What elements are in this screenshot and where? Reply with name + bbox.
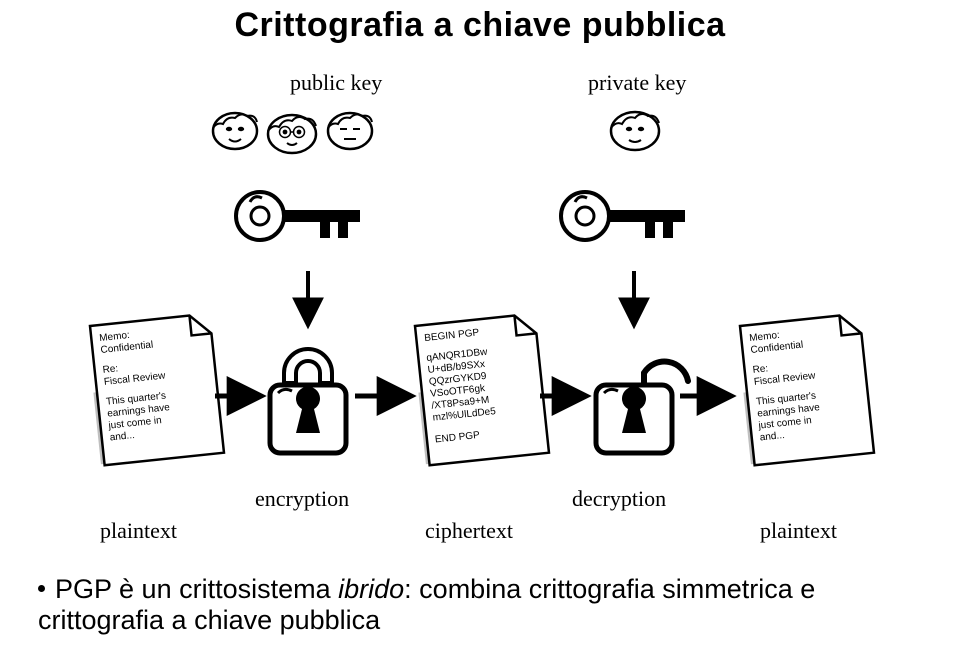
key-icon bbox=[561, 192, 685, 240]
bullet-italic: ibrido bbox=[338, 574, 404, 604]
face-icon bbox=[213, 113, 257, 149]
label-plaintext-left: plaintext bbox=[100, 518, 177, 543]
svg-text:Re:: Re: bbox=[752, 363, 769, 376]
title-text: Crittografia a chiave pubblica bbox=[234, 6, 725, 44]
bullet-text: PGP è un crittosistema ibrido: combina c… bbox=[38, 574, 918, 636]
label-public-key: public key bbox=[290, 70, 382, 95]
bullet-dot-icon bbox=[38, 585, 45, 592]
key-icon bbox=[236, 192, 360, 240]
face-icon bbox=[268, 115, 316, 153]
label-private-key: private key bbox=[588, 70, 686, 95]
crypto-diagram: public key private key bbox=[60, 56, 900, 546]
bullet-prefix: PGP è un crittosistema bbox=[55, 574, 338, 604]
padlock-open-icon bbox=[596, 362, 688, 453]
padlock-closed-icon bbox=[270, 349, 346, 453]
label-decryption: decryption bbox=[572, 486, 666, 511]
label-encryption: encryption bbox=[255, 486, 349, 511]
face-icon bbox=[611, 112, 659, 150]
label-plaintext-right: plaintext bbox=[760, 518, 837, 543]
label-ciphertext: ciphertext bbox=[425, 518, 513, 543]
document-icon: Memo: Confidential Re: Fiscal Review Thi… bbox=[90, 313, 224, 465]
svg-text:Re:: Re: bbox=[102, 363, 119, 376]
page-title: Crittografia a chiave pubblica bbox=[0, 6, 960, 45]
face-icon bbox=[328, 113, 372, 149]
document-icon: Memo: Confidential Re: Fiscal Review Thi… bbox=[740, 313, 874, 465]
document-icon: BEGIN PGP qANQR1DBw U+dB/b9SXx QQzrGYKD9… bbox=[415, 313, 549, 465]
